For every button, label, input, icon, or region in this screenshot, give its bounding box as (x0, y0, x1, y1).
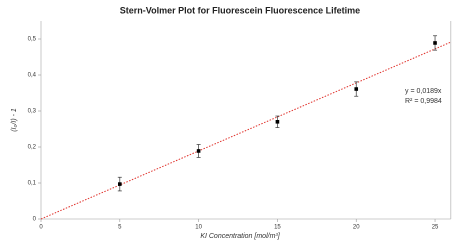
point (433, 41, 437, 45)
x-tick-label: 5 (118, 225, 122, 231)
y-axis-label: (I₀/I) - 1 (11, 108, 18, 132)
trendline (40, 41, 451, 220)
y-tick-label: 0 (33, 217, 37, 223)
x-tick-label: 20 (353, 225, 360, 231)
x-tick-label: 15 (274, 225, 281, 231)
point (354, 87, 359, 91)
x-tick-label: 10 (195, 225, 202, 231)
trendline-equation: y = 0,0189x (405, 88, 442, 95)
y-tick-label: 0,5 (28, 37, 37, 43)
y-tick-label: 0,3 (28, 109, 37, 115)
x-tick-label: 25 (432, 225, 439, 231)
chart-title: Stern-Volmer Plot for Fluorescein Fluore… (120, 5, 360, 15)
x-axis-label: KI Concentration [mol/m³] (200, 233, 280, 240)
point (196, 149, 201, 153)
point (118, 182, 122, 186)
y-tick-label: 0,2 (28, 145, 37, 151)
x-tick-label: 0 (39, 225, 43, 231)
r-squared: R² = 0,9984 (405, 98, 442, 105)
y-tick-label: 0,1 (28, 181, 37, 187)
y-tick-label: 0,4 (28, 73, 37, 79)
point (275, 120, 280, 124)
